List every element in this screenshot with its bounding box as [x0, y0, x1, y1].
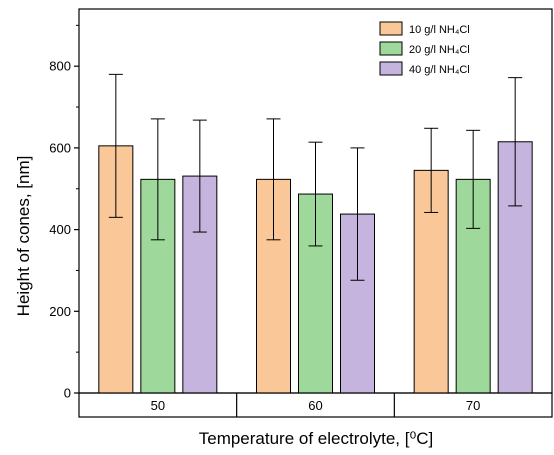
- legend: 10 g/l NH₄Cl 20 g/l NH₄Cl 40 g/l NH₄Cl: [379, 21, 470, 76]
- error-bar-70-series-1: [466, 129, 481, 229]
- y-tick-label-2: 400: [49, 222, 71, 237]
- y-tick-label-3: 600: [49, 140, 71, 155]
- legend-swatch-1: [379, 41, 403, 56]
- error-bar-60-series-1: [308, 141, 323, 247]
- x-tick-label-2: 70: [466, 398, 480, 413]
- legend-label-2: 40 g/l NH₄Cl: [409, 64, 470, 76]
- x-axis-title: Temperature of electrolyte, [⁰C]: [199, 429, 434, 448]
- x-category-box: [78, 392, 553, 418]
- error-bar-50-series-1: [150, 118, 165, 241]
- y-axis: 0 200 400 600 800: [49, 24, 79, 401]
- x-tick-label-1: 60: [308, 398, 322, 413]
- x-axis: 50 60 70: [78, 392, 553, 418]
- error-bar-70-series-2: [508, 77, 523, 207]
- legend-label-1: 20 g/l NH₄Cl: [409, 44, 470, 56]
- error-bar-60-series-0: [266, 118, 281, 241]
- error-bar-60-series-2: [350, 147, 365, 281]
- error-bar-50-series-0: [108, 73, 123, 218]
- y-tick-label-4: 800: [49, 59, 71, 74]
- error-bar-50-series-2: [192, 119, 207, 233]
- error-bars-layer: [108, 73, 523, 281]
- y-tick-label-0: 0: [64, 386, 71, 401]
- error-bar-70-series-0: [424, 127, 439, 213]
- legend-label-0: 10 g/l NH₄Cl: [409, 24, 470, 36]
- legend-swatch-2: [379, 61, 403, 76]
- y-axis-title: Height of cones, [nm]: [14, 156, 33, 317]
- legend-swatch-0: [379, 21, 403, 36]
- y-tick-label-1: 200: [49, 304, 71, 319]
- x-tick-label-0: 50: [151, 398, 165, 413]
